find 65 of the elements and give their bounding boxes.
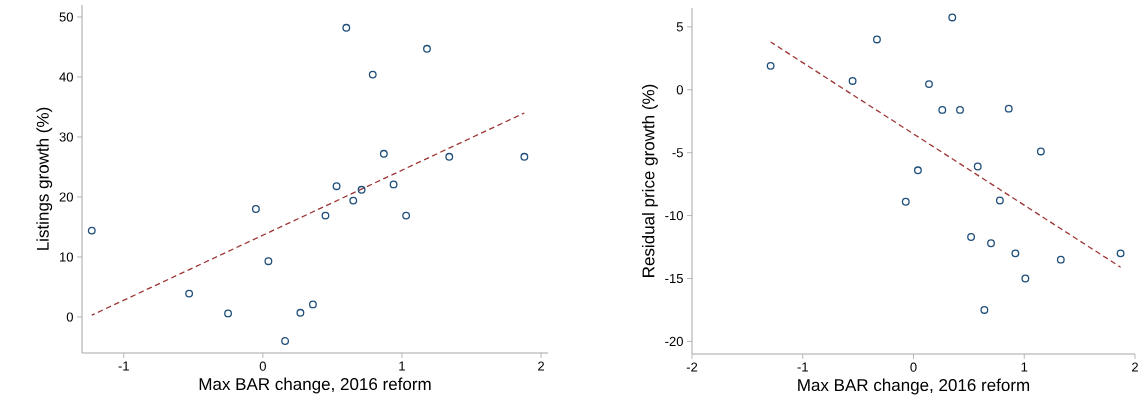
point [185, 289, 194, 298]
point [87, 226, 96, 235]
y-tick-label: -20 [665, 336, 683, 347]
x-tick-label: 2 [538, 361, 545, 371]
x-axis-title: Max BAR change, 2016 reform [199, 377, 431, 394]
point [402, 211, 411, 220]
y-tick-label: 20 [59, 192, 73, 202]
point [956, 105, 964, 114]
x-tick-label: -1 [118, 361, 129, 371]
x-tick-label: -1 [797, 362, 808, 372]
point [321, 211, 330, 220]
point [379, 149, 388, 158]
point [296, 308, 305, 317]
y-tick-label: -15 [665, 273, 683, 284]
point [281, 337, 290, 345]
y-tick-label: 30 [59, 132, 73, 142]
point [264, 257, 273, 266]
point [995, 196, 1004, 205]
point [901, 197, 910, 206]
y-axis-title: Residual price growth (%) [641, 84, 658, 277]
point [1004, 104, 1013, 113]
point [389, 180, 398, 189]
point [848, 77, 857, 85]
point [948, 13, 957, 22]
point [980, 306, 989, 314]
point [224, 309, 233, 318]
x-tick-label: 0 [259, 361, 266, 371]
point [308, 300, 317, 309]
point [251, 205, 260, 213]
y-tick-label: 0 [676, 85, 683, 95]
x-axis-title: Max BAR change, 2016 reform [798, 378, 1030, 395]
point [357, 185, 366, 194]
point [925, 80, 933, 89]
x-tick-label: 1 [399, 361, 405, 371]
point [987, 239, 995, 248]
y-tick-label: 5 [676, 22, 683, 32]
point [938, 105, 947, 114]
x-tick-label: 0 [910, 362, 917, 372]
point [766, 61, 775, 70]
y-tick-label: 40 [59, 72, 73, 82]
point [423, 44, 431, 53]
point [973, 162, 982, 171]
point [1116, 249, 1125, 258]
point [445, 152, 454, 161]
point [368, 70, 377, 79]
point [913, 166, 922, 175]
point [1036, 147, 1045, 156]
x-tick-label: -2 [686, 362, 698, 372]
y-tick-label: 0 [66, 312, 73, 322]
x-tick-label: 2 [1132, 362, 1138, 372]
point [520, 152, 529, 161]
point [349, 196, 358, 205]
y-tick-label: -10 [665, 210, 683, 221]
x-tick-label: 1 [1021, 362, 1028, 372]
y-axis-title: Listings growth (%) [36, 107, 53, 250]
point [967, 233, 976, 241]
point [1021, 274, 1030, 283]
y-tick-label: 50 [59, 12, 73, 22]
point [332, 182, 341, 191]
point [1056, 255, 1065, 264]
point [1011, 249, 1020, 258]
y-tick-label: 10 [60, 252, 73, 262]
point [342, 23, 351, 32]
point [873, 35, 881, 44]
y-tick-label: -5 [672, 148, 683, 158]
